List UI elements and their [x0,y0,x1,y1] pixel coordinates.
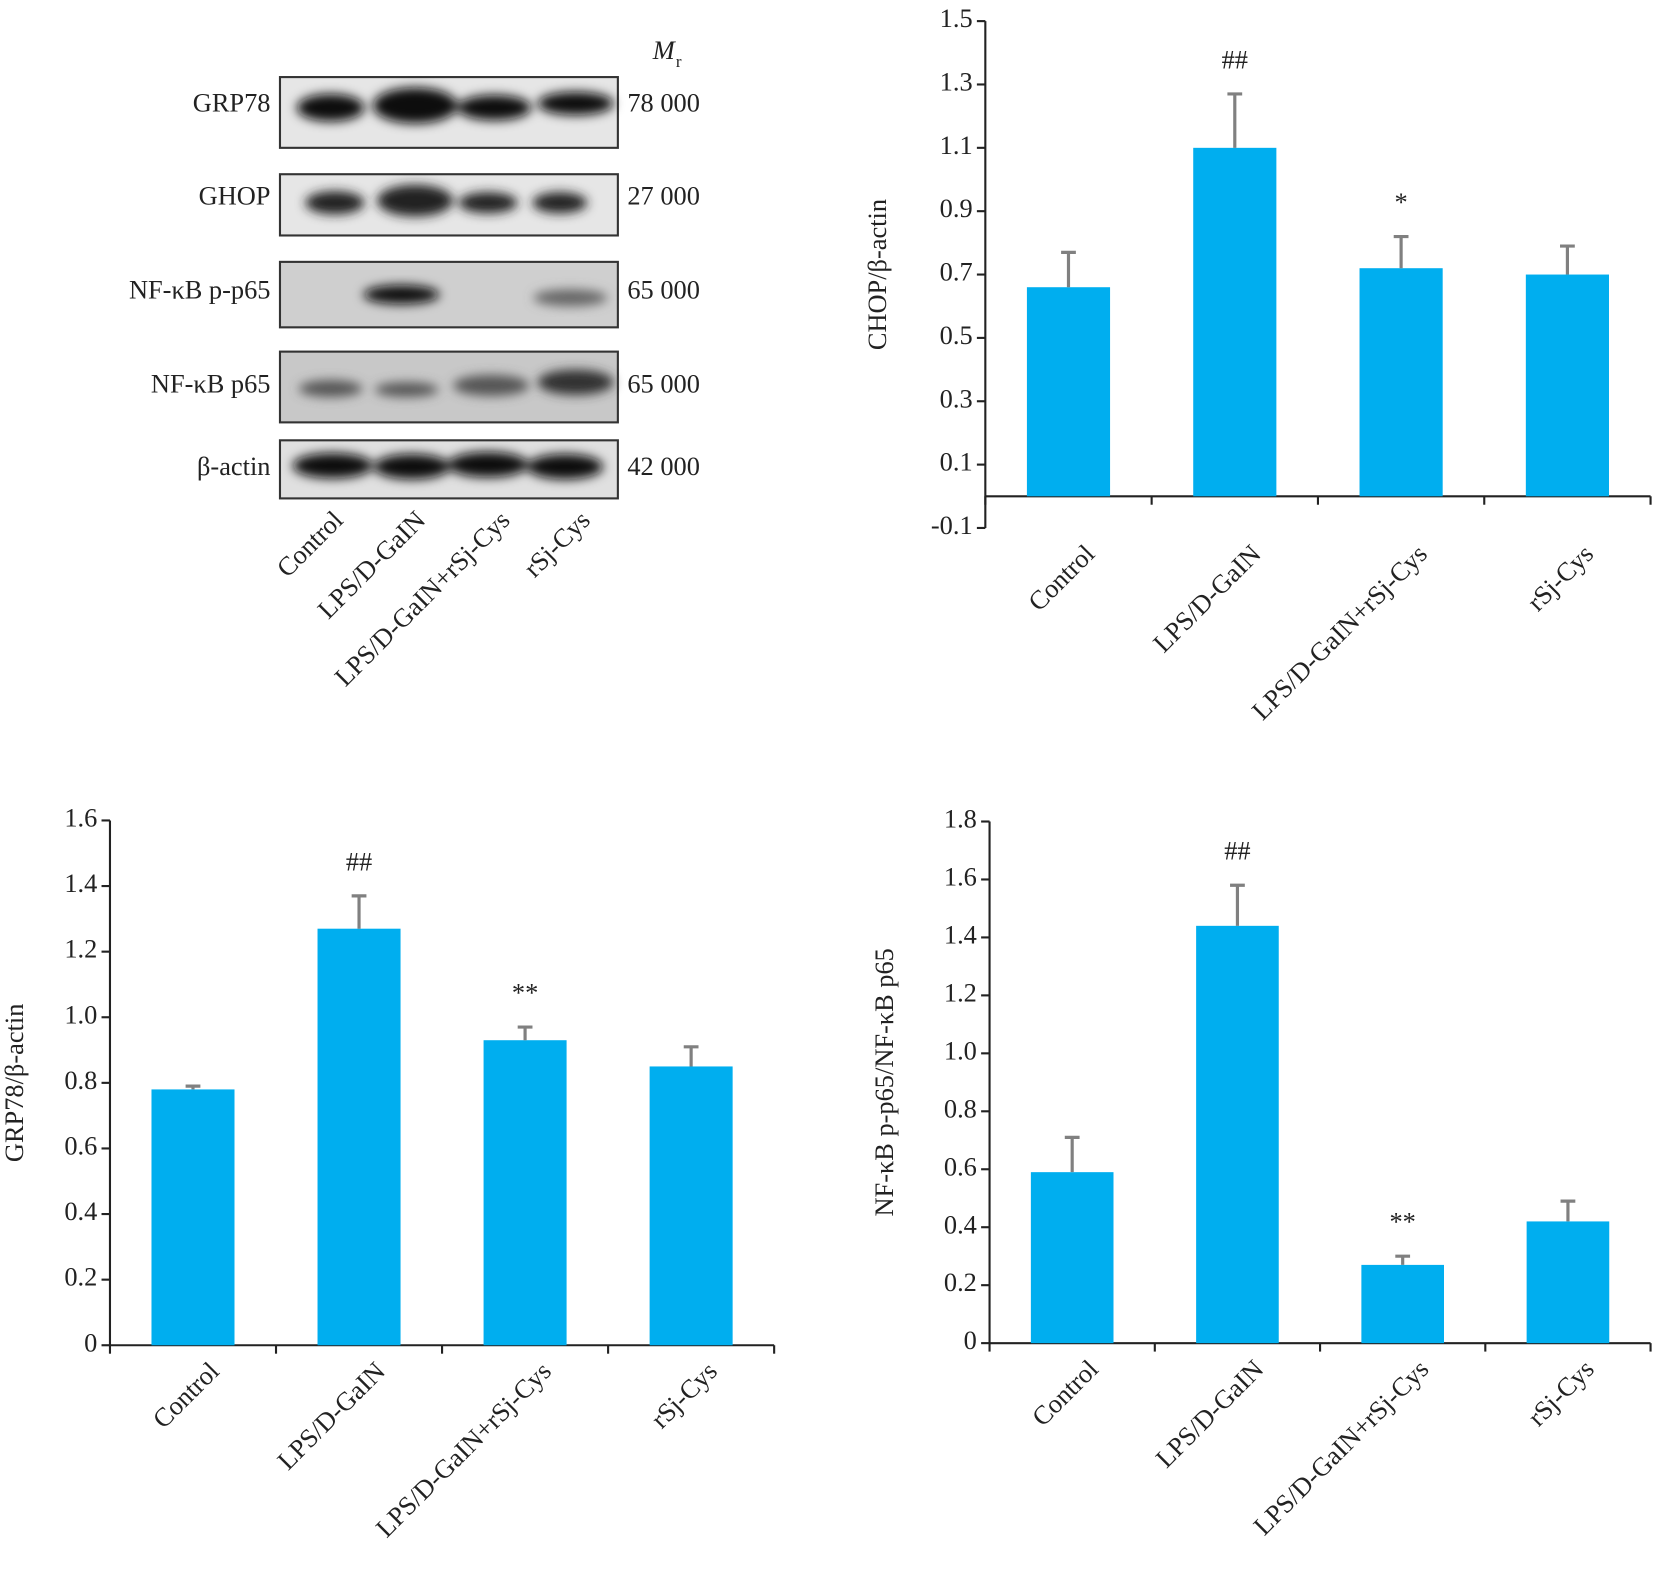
y-tick-label: 1.4 [64,868,97,898]
error-bar [1560,244,1575,275]
error-bar [1227,92,1243,148]
error-bar [1393,234,1409,269]
x-tick-label: rSj-Cys [1521,1354,1599,1432]
error-bar [517,1025,533,1041]
y-axis-title: CHOP/β-actin [862,199,892,350]
y-tick-label: 1.6 [64,803,97,833]
y-tick-label: 0.1 [940,447,973,477]
significance-mark: ## [1222,44,1248,74]
error-bar [1061,250,1076,288]
x-tick-label: LPS/D-GaIN [1147,539,1267,659]
significance-mark: * [1395,187,1408,217]
blot-row-label: NF-κB p-p65 [129,275,271,305]
y-tick-label: 1.0 [64,999,97,1029]
y-tick-label: 0.6 [944,1151,977,1181]
significance-mark: ## [1224,836,1250,866]
y-tick-label: 0.3 [940,383,973,413]
x-tick-label: LPS/D-GaIN [271,1356,391,1476]
y-tick-label: 1.6 [944,862,977,892]
bar [1526,1221,1610,1344]
significance-mark: ** [512,977,538,1007]
error-bar [1064,1135,1080,1173]
blot-row-label: β-actin [197,451,270,481]
bar [483,1040,567,1346]
mr-subscript: r [676,52,682,71]
y-tick-label: 0.9 [940,193,973,223]
blot-mr-label: 78 000 [627,88,700,118]
bar [1525,274,1609,497]
y-tick-label: 0.4 [64,1196,97,1226]
error-bar [1560,1199,1576,1222]
y-tick-label: 1.3 [940,67,973,97]
y-tick-label: 1.8 [944,804,977,834]
error-bar [1395,1254,1411,1265]
x-tick-label: Control [1022,539,1100,617]
y-tick-label: 0.7 [940,257,973,287]
blot-mr-label: 27 000 [627,181,700,211]
bar [1359,268,1443,497]
x-tick-label: rSj-Cys [1521,539,1599,617]
blot-lane-label: rSj-Cys [518,505,596,583]
x-tick-label: LPS/D-GaIN+rSj-Cys [1246,539,1433,726]
bar [151,1089,235,1346]
x-tick-label: Control [147,1356,225,1434]
y-axis-title: GRP78/β-actin [0,1004,29,1162]
x-tick-label: LPS/D-GaIN+rSj-Cys [1247,1354,1434,1541]
bar [1026,287,1111,497]
significance-mark: ** [1390,1207,1416,1237]
y-tick-label: 0.2 [944,1267,977,1297]
blot-row-label: NF-κB p65 [151,369,271,399]
y-tick-label: 1.2 [64,934,97,964]
blot-mr-label: 42 000 [627,451,700,481]
y-tick-label: 0.4 [944,1209,977,1239]
y-tick-label: 1.4 [944,919,977,949]
bar [1193,147,1277,497]
blot-mr-label: 65 000 [627,369,700,399]
y-tick-label: 1.1 [940,130,973,160]
blot-row-label: GHOP [199,181,271,211]
y-tick-label: 0.6 [64,1131,97,1161]
y-tick-label: 0.2 [64,1262,97,1292]
y-tick-label: 0 [964,1325,977,1355]
blot-lane-label: Control [270,505,348,583]
y-tick-label: 0.8 [944,1093,977,1123]
blot-mr-label: 65 000 [627,275,700,305]
x-tick-label: rSj-Cys [645,1356,723,1434]
x-tick-label: Control [1026,1354,1104,1432]
error-bar [683,1045,699,1067]
error-bar [351,894,367,929]
y-tick-label: 1.5 [940,3,973,33]
x-tick-label: LPS/D-GaIN+rSj-Cys [370,1356,557,1543]
y-tick-label: 1.0 [944,1035,977,1065]
bar [649,1066,733,1346]
significance-mark: ## [346,846,372,876]
y-tick-label: 0 [84,1327,97,1357]
error-bar [185,1084,201,1090]
bar [317,928,401,1346]
y-tick-label: 0.8 [64,1065,97,1095]
y-axis-title: NF-κB p-p65/NF-κB p65 [869,948,899,1216]
bar [1030,1172,1114,1344]
y-tick-label: -0.1 [931,510,973,540]
blot-row-label: GRP78 [193,88,271,118]
blot-images [278,76,619,500]
y-tick-label: 1.2 [944,977,977,1007]
y-tick-label: 0.5 [940,320,973,350]
bar [1196,925,1279,1344]
bar [1361,1264,1445,1344]
x-tick-label: LPS/D-GaIN [1150,1354,1270,1474]
blot-panel: M r [278,35,682,500]
mr-symbol: M [652,35,677,65]
error-bar [1230,883,1245,926]
